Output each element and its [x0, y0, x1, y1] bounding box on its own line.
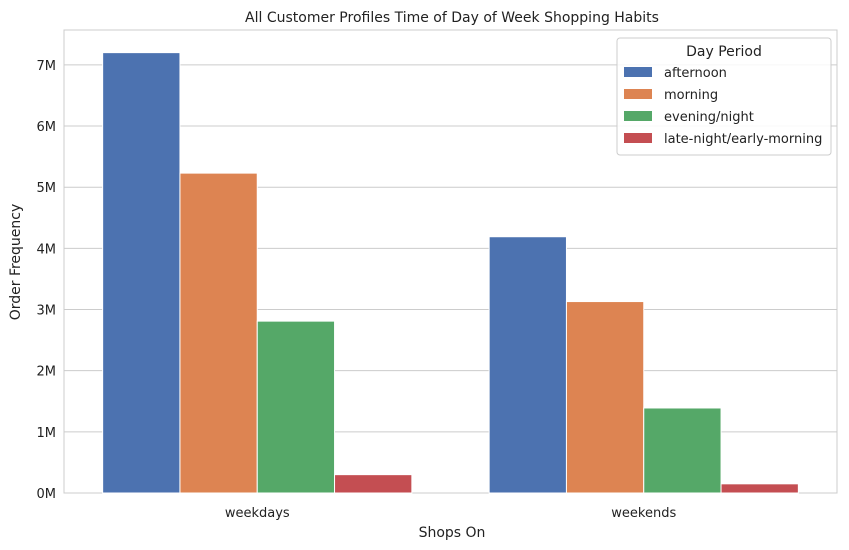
- x-axis-label: Shops On: [419, 525, 486, 541]
- bar-evening-night-weekdays: [256, 320, 336, 494]
- y-tick-label: 1M: [37, 426, 57, 441]
- y-tick-label: 2M: [37, 365, 57, 380]
- y-axis-ticks: 0M 1M 2M 3M 4M 5M 6M 7M: [37, 59, 57, 502]
- legend-swatch: [624, 111, 652, 121]
- legend-title: Day Period: [686, 44, 762, 60]
- bars: [102, 52, 799, 494]
- y-tick-label: 3M: [37, 304, 57, 319]
- bar-morning-weekdays: [179, 172, 258, 494]
- legend-box: [616, 37, 832, 156]
- y-tick-label: 5M: [37, 181, 57, 196]
- legend-items: afternoon morning evening/night late-night/…: [624, 66, 822, 147]
- bar-afternoon-weekdays: [102, 52, 181, 494]
- legend-label: late-night/early-morning: [664, 132, 822, 147]
- bar-late-night-early-morning-weekends: [720, 483, 799, 494]
- chart-title: All Customer Profiles Time of Day of Wee…: [245, 10, 659, 26]
- legend-label: evening/night: [664, 110, 754, 125]
- y-tick-label: 4M: [37, 242, 57, 257]
- x-tick-label: weekdays: [225, 506, 290, 521]
- legend-swatch: [624, 133, 652, 143]
- y-tick-label: 0M: [37, 487, 57, 502]
- legend: Day Period afternoon morning evening/night…: [616, 37, 832, 156]
- legend-swatch: [624, 89, 652, 99]
- legend-label: afternoon: [664, 66, 727, 81]
- x-tick-label: weekends: [611, 506, 676, 521]
- y-axis-label: Order Frequency: [8, 204, 24, 321]
- y-tick-label: 7M: [37, 59, 57, 74]
- bar-late-night-early-morning-weekdays: [334, 474, 413, 494]
- bar-evening-night-weekends: [643, 407, 722, 494]
- y-tick-label: 6M: [37, 120, 57, 135]
- x-axis-ticks: weekdays weekends: [225, 506, 677, 521]
- bar-morning-weekends: [565, 301, 645, 494]
- legend-swatch: [624, 67, 652, 77]
- bar-afternoon-weekends: [488, 236, 567, 494]
- legend-label: morning: [664, 88, 718, 103]
